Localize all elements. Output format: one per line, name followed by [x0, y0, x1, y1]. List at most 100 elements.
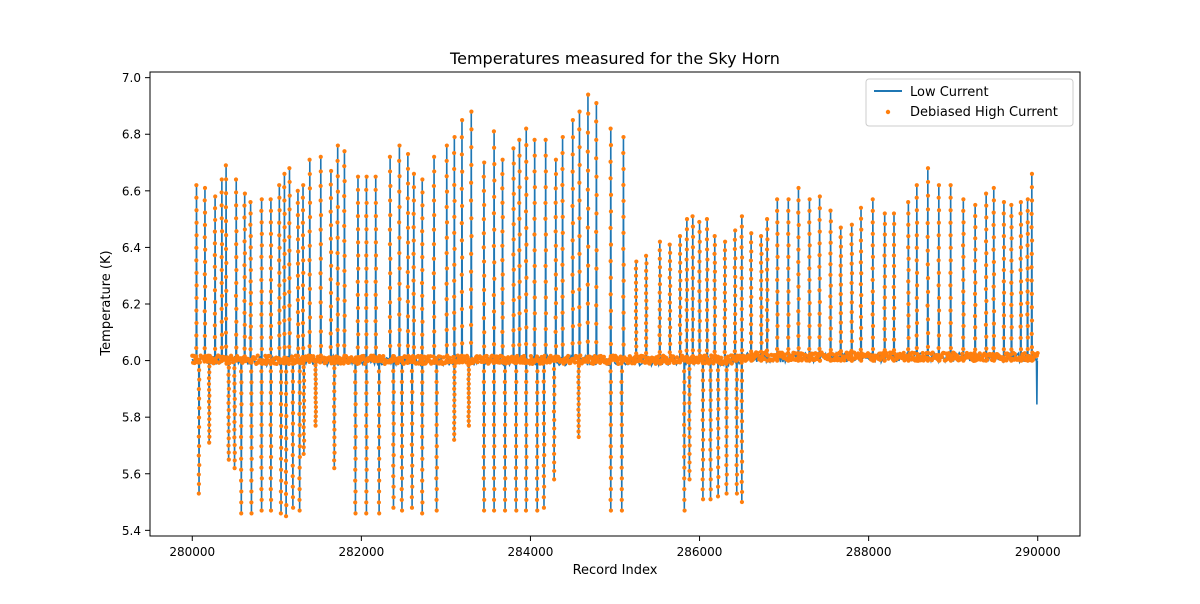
scatter-point — [817, 194, 822, 199]
scatter-point — [1025, 277, 1030, 283]
scatter-point — [411, 185, 417, 190]
scatter-point — [481, 433, 487, 438]
scatter-point — [991, 272, 997, 277]
scatter-point — [259, 231, 264, 236]
scatter-point — [786, 266, 791, 271]
scatter-point — [355, 227, 361, 232]
scatter-point — [387, 314, 393, 320]
scatter-point — [1029, 331, 1034, 337]
scatter-point — [277, 195, 282, 200]
scatter-point — [870, 208, 875, 213]
scatter-point — [249, 380, 254, 385]
scatter-point — [434, 422, 439, 427]
scatter-point — [619, 476, 624, 481]
scatter-point — [682, 465, 687, 470]
scatter-point — [249, 423, 254, 429]
scatter-point — [723, 307, 728, 312]
scatter-point — [307, 171, 312, 177]
scatter-point — [608, 487, 613, 492]
scatter-point — [469, 216, 474, 221]
scatter-point — [492, 276, 497, 281]
scatter-point — [239, 423, 244, 429]
scatter-point — [786, 220, 791, 225]
scatter-point — [517, 295, 522, 300]
scatter-point — [577, 322, 582, 328]
scatter-point — [858, 336, 864, 341]
scatter-point — [391, 505, 396, 510]
scatter-point — [219, 293, 225, 299]
scatter-point — [667, 292, 672, 297]
scatter-point — [431, 198, 437, 203]
scatter-point — [552, 434, 557, 440]
scatter-point — [842, 358, 847, 363]
scatter-point — [411, 345, 416, 350]
scatter-point — [249, 413, 254, 418]
scatter-point — [399, 390, 405, 395]
scatter-point — [700, 368, 705, 373]
scatter-point — [786, 208, 791, 213]
scatter-point — [296, 249, 301, 254]
scatter-point — [511, 176, 516, 181]
scatter-point — [451, 355, 457, 360]
scatter-point — [277, 320, 282, 326]
scatter-point — [353, 456, 358, 461]
scatter-point — [268, 323, 274, 329]
scatter-point — [194, 295, 199, 301]
scatter-point — [705, 338, 710, 343]
scatter-point — [524, 159, 529, 164]
scatter-point — [491, 454, 496, 460]
scatter-point — [712, 305, 718, 310]
scatter-point — [594, 119, 599, 124]
scatter-point — [500, 200, 505, 205]
scatter-point — [318, 169, 323, 174]
scatter-point — [594, 156, 599, 161]
scatter-point — [444, 250, 449, 256]
scatter-point — [712, 349, 717, 354]
scatter-point — [468, 305, 474, 310]
scatter-point — [758, 242, 764, 248]
scatter-point — [364, 478, 369, 483]
scatter-point — [619, 422, 624, 427]
scatter-point — [444, 343, 449, 348]
scatter-point — [503, 476, 508, 481]
scatter-point — [925, 166, 931, 171]
scatter-point — [373, 345, 379, 350]
scatter-point — [274, 361, 279, 367]
scatter-point — [1004, 358, 1009, 363]
scatter-point — [287, 248, 292, 253]
scatter-point — [542, 484, 547, 489]
scatter-point — [268, 346, 274, 352]
scatter-point — [708, 408, 713, 413]
scatter-point — [972, 269, 978, 274]
scatter-point — [466, 423, 472, 428]
scatter-point — [481, 369, 487, 374]
scatter-point — [239, 413, 244, 418]
scatter-point — [268, 497, 274, 502]
scatter-point — [553, 344, 559, 349]
scatter-point — [608, 401, 613, 406]
scatter-point — [335, 266, 340, 271]
scatter-point — [239, 500, 244, 505]
scatter-point — [400, 412, 405, 417]
scatter-point — [882, 274, 887, 279]
scatter-point — [328, 223, 334, 228]
scatter-point — [277, 233, 282, 238]
scatter-point — [828, 219, 833, 224]
scatter-point — [503, 412, 508, 417]
x-axis-ticks: 280000 282000 284000 286000 288000 290000 — [169, 536, 1061, 559]
scatter-point — [619, 401, 624, 406]
scatter-point — [301, 418, 306, 423]
scatter-point — [570, 118, 575, 123]
scatter-point — [268, 335, 273, 340]
scatter-point — [277, 308, 282, 313]
scatter-point — [748, 303, 753, 309]
scatter-point — [297, 454, 302, 460]
scatter-point — [395, 360, 400, 366]
scatter-point — [644, 298, 649, 303]
scatter-point — [196, 424, 202, 430]
scatter-point — [828, 326, 833, 331]
scatter-point — [301, 371, 306, 377]
scatter-point — [570, 255, 575, 260]
scatter-point — [399, 379, 404, 385]
scatter-point — [586, 111, 591, 116]
